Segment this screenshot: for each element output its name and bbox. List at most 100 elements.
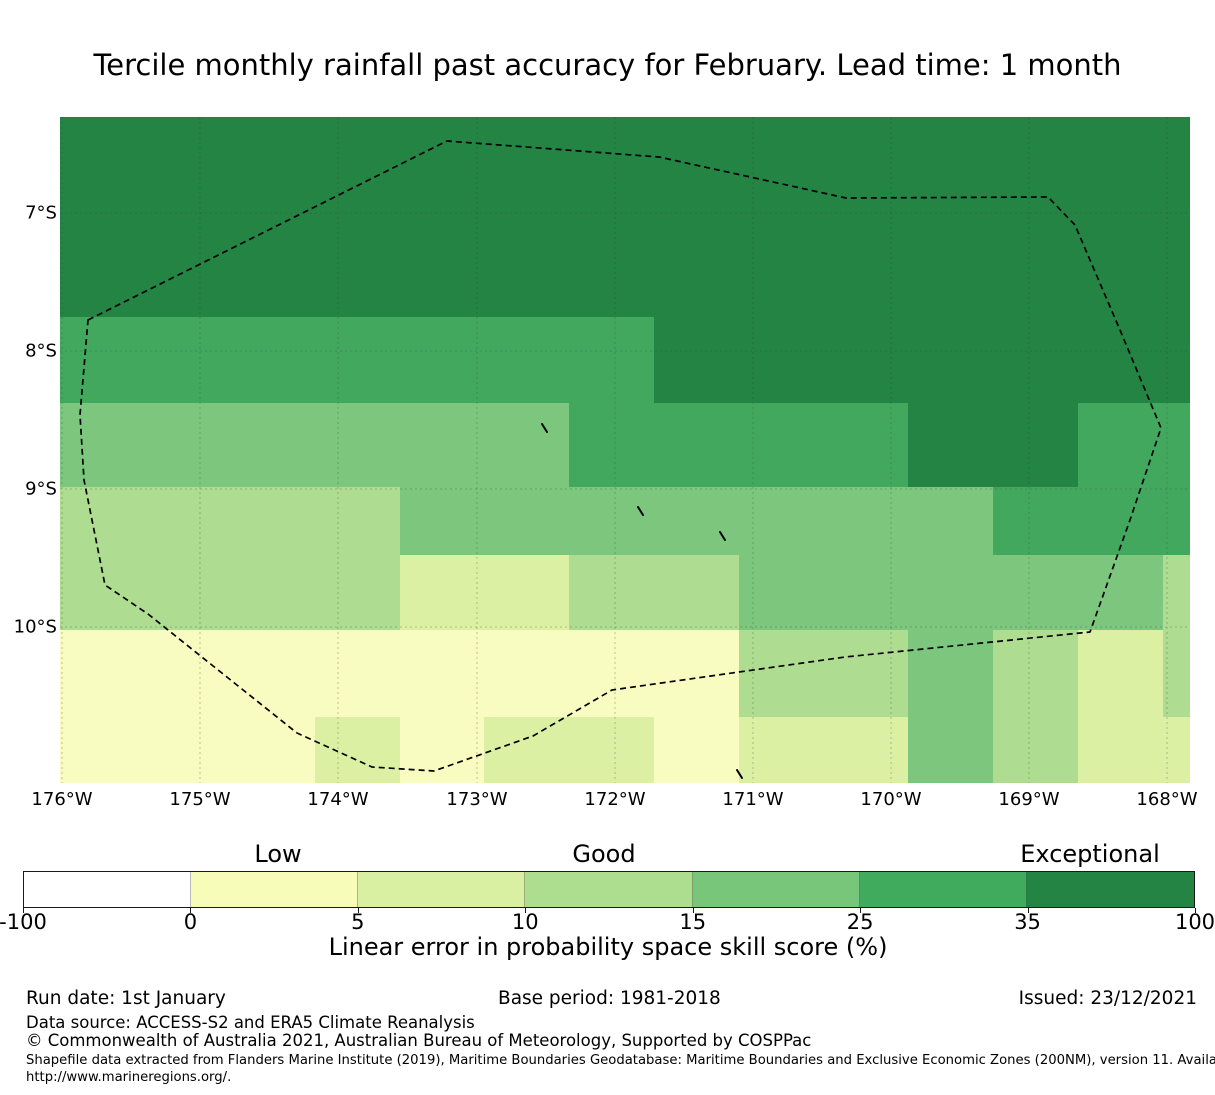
grid-cell xyxy=(484,231,569,317)
grid-cell xyxy=(739,117,824,231)
grid-cell xyxy=(569,487,654,555)
grid-cell xyxy=(230,630,315,717)
grid-cell xyxy=(1163,117,1190,231)
grid-cell xyxy=(230,317,315,403)
colorbar-segment xyxy=(24,872,192,907)
grid-cell xyxy=(400,555,484,630)
map-plot xyxy=(60,117,1190,783)
grid-cell xyxy=(315,487,400,555)
grid-cell xyxy=(908,555,993,630)
figure-title: Tercile monthly rainfall past accuracy f… xyxy=(93,48,1122,82)
grid-cell xyxy=(315,231,400,317)
x-axis-tick-label: 172°W xyxy=(584,789,646,810)
grid-cell xyxy=(230,231,315,317)
grid-cell xyxy=(654,487,739,555)
grid-cell xyxy=(145,317,230,403)
colorbar-category-label: Low xyxy=(254,840,302,868)
grid-cell xyxy=(569,403,654,487)
grid-cell xyxy=(993,231,1078,317)
grid-cell xyxy=(400,717,484,783)
x-axis-tick-label: 173°W xyxy=(446,789,508,810)
x-axis-tick-label: 168°W xyxy=(1136,789,1198,810)
y-axis-tick-label: 10°S xyxy=(13,616,57,638)
colorbar-tick-mark xyxy=(190,908,192,913)
grid-cell xyxy=(824,403,908,487)
grid-cell xyxy=(484,717,569,783)
grid-cell xyxy=(824,717,908,783)
grid-cell xyxy=(824,231,908,317)
grid-cell xyxy=(315,555,400,630)
grid-cell xyxy=(739,717,824,783)
grid-cell xyxy=(60,630,145,717)
colorbar-segment xyxy=(525,872,693,907)
grid-cell xyxy=(1163,317,1190,403)
grid-cell xyxy=(908,630,993,717)
grid-cell xyxy=(484,403,569,487)
grid-cell xyxy=(484,317,569,403)
grid-cell xyxy=(230,487,315,555)
colorbar-tick-mark xyxy=(23,908,24,913)
colorbar-tick-mark xyxy=(525,908,527,913)
grid-cell xyxy=(739,630,824,717)
colorbar-tick-mark xyxy=(1195,908,1196,913)
grid-cell xyxy=(569,317,654,403)
grid-cell xyxy=(315,717,400,783)
x-axis-tick-label: 175°W xyxy=(169,789,231,810)
grid-cell xyxy=(1078,487,1163,555)
grid-cell xyxy=(1078,555,1163,630)
colorbar-tick-label: 0 xyxy=(183,910,198,934)
colorbar-tick-label: 15 xyxy=(679,910,707,934)
grid-cell xyxy=(1078,117,1163,231)
grid-cell xyxy=(908,717,993,783)
grid-cell xyxy=(654,717,739,783)
data-source-text: Data source: ACCESS-S2 and ERA5 Climate … xyxy=(26,1013,475,1032)
grid-cell xyxy=(145,403,230,487)
grid-cell xyxy=(400,630,484,717)
x-axis-tick-label: 176°W xyxy=(31,789,93,810)
eez-boundary-line xyxy=(79,140,1162,772)
issued-text: Issued: 23/12/2021 xyxy=(1018,988,1197,1009)
colorbar-tick-label: 35 xyxy=(1014,910,1041,934)
colorbar-segment xyxy=(1026,872,1194,907)
colorbar-tick-label: 25 xyxy=(846,910,874,934)
grid-cell xyxy=(484,630,569,717)
colorbar-category-label: Exceptional xyxy=(1020,840,1160,868)
x-axis-tick-label: 170°W xyxy=(860,789,922,810)
grid-cell xyxy=(569,717,654,783)
colorbar-tick-mark xyxy=(860,908,862,913)
grid-cell xyxy=(1163,555,1190,630)
atoll-mark-icon xyxy=(541,423,548,433)
shapefile-attribution-line2: http://www.marineregions.org/. xyxy=(26,1070,232,1085)
grid-cell xyxy=(739,487,824,555)
grid-cell xyxy=(993,630,1078,717)
grid-cell xyxy=(739,317,824,403)
grid-cell xyxy=(315,403,400,487)
grid-cell xyxy=(908,117,993,231)
grid-cell xyxy=(739,231,824,317)
grid-cell xyxy=(1078,231,1163,317)
colorbar xyxy=(23,871,1195,908)
grid-cell xyxy=(993,487,1078,555)
grid-cell xyxy=(145,231,230,317)
grid-cell xyxy=(145,487,230,555)
grid-cell xyxy=(993,403,1078,487)
grid-cell xyxy=(908,317,993,403)
grid-cell xyxy=(1163,231,1190,317)
grid-cell xyxy=(824,117,908,231)
grid-cell xyxy=(484,487,569,555)
grid-cell xyxy=(484,117,569,231)
grid-cell xyxy=(230,403,315,487)
grid-cell xyxy=(145,117,230,231)
grid-cell xyxy=(654,231,739,317)
grid-cell xyxy=(654,403,739,487)
grid-cell xyxy=(654,117,739,231)
colorbar-tick-mark xyxy=(692,908,694,913)
shapefile-attribution-line1: Shapefile data extracted from Flanders M… xyxy=(26,1053,1215,1068)
run-date-text: Run date: 1st January xyxy=(26,988,226,1009)
colorbar-segment xyxy=(191,872,359,907)
grid-cell xyxy=(60,403,145,487)
grid-cell xyxy=(230,717,315,783)
colorbar-tick-mark xyxy=(1027,908,1029,913)
x-axis-tick-label: 174°W xyxy=(307,789,369,810)
